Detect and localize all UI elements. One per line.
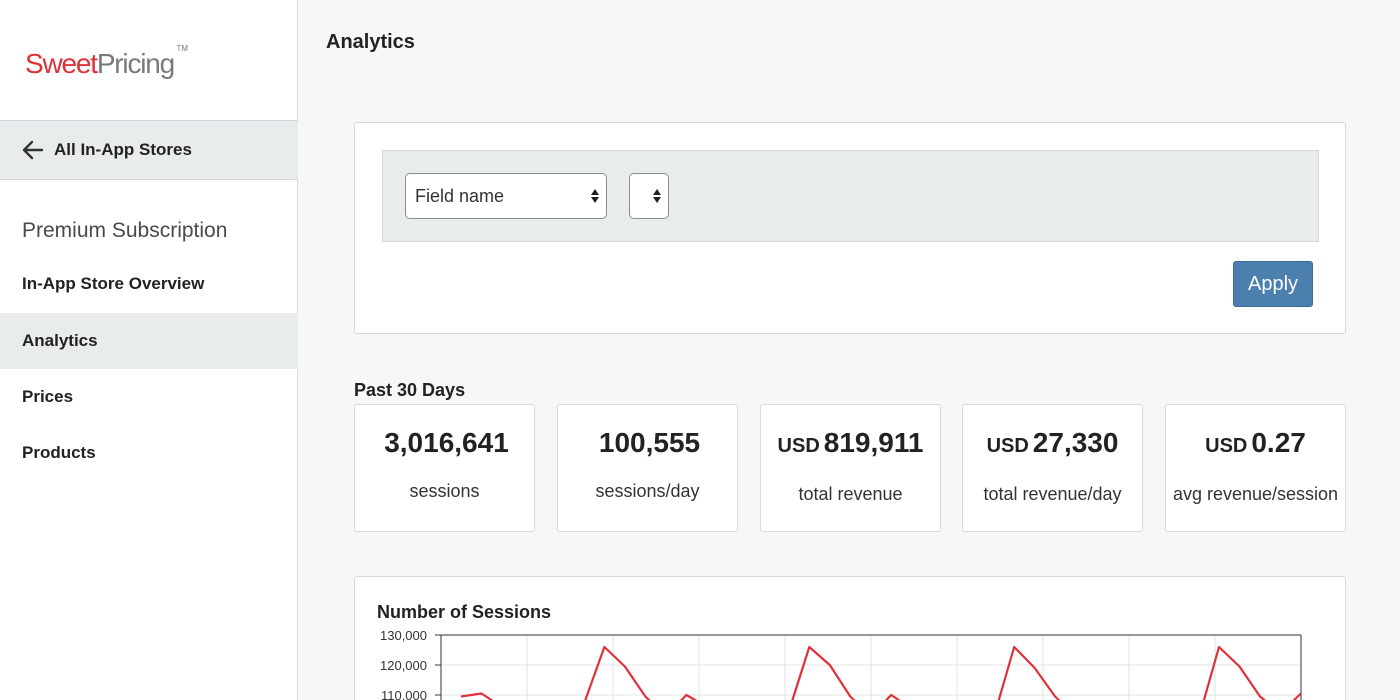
period-label: Past 30 Days — [354, 380, 466, 400]
stat-value: 3,016,641 — [355, 427, 534, 459]
select-arrows-icon — [653, 189, 661, 203]
stat-label: total revenue/day — [983, 484, 1122, 504]
nav-item-prices[interactable]: Prices — [22, 387, 74, 406]
stat-label: total revenue — [798, 484, 903, 504]
sessions-chart-card: Number of Sessions 130,000 120,000 110,000 — [354, 576, 1346, 700]
stat-number: 0.27 — [1251, 427, 1306, 458]
chart-title: Number of Sessions — [377, 602, 552, 622]
stat-currency: USD — [1205, 435, 1248, 457]
stat-value: USD 27,330 — [963, 427, 1142, 459]
stat-value: 100,555 — [558, 427, 737, 459]
logo-word-pricing: Pricing — [96, 48, 175, 79]
trademark-mark: TM — [176, 44, 189, 53]
sessions-series-line — [460, 645, 1302, 700]
nav-item-products[interactable]: Products — [22, 443, 96, 462]
stat-label: sessions/day — [595, 481, 700, 501]
nav-item-analytics[interactable]: Analytics — [0, 313, 298, 369]
sessions-line-chart: 130,000 120,000 110,000 — [380, 628, 1302, 700]
stat-card-sessions-per-day: 100,555 sessions/day — [557, 404, 738, 532]
back-to-all-stores-link[interactable]: All In-App Stores — [0, 120, 298, 180]
nav-item-in-app-store-overview[interactable]: In-App Store Overview — [22, 274, 205, 293]
stat-value: USD 0.27 — [1166, 427, 1345, 459]
arrow-left-icon — [22, 140, 44, 160]
stat-number: 100,555 — [598, 427, 701, 458]
stat-number: 3,016,641 — [384, 427, 509, 458]
apply-button[interactable]: Apply — [1233, 261, 1313, 307]
brand-logo[interactable]: SweetPricing TM — [25, 44, 188, 88]
back-link-label: All In-App Stores — [54, 140, 192, 159]
stat-card-sessions: 3,016,641 sessions — [354, 404, 535, 532]
stat-card-total-revenue: USD 819,911 total revenue — [760, 404, 941, 532]
page-title: Analytics — [326, 31, 415, 53]
stat-currency: USD — [986, 435, 1029, 457]
stat-number: 819,911 — [823, 427, 924, 458]
operator-select[interactable] — [629, 173, 669, 219]
sidebar: SweetPricing TM All In-App Stores Premiu… — [0, 0, 298, 700]
y-tick-label: 110,000 — [381, 688, 427, 700]
stat-currency: USD — [777, 435, 820, 457]
logo-word-sweet: Sweet — [25, 48, 98, 79]
stat-card-revenue-per-day: USD 27,330 total revenue/day — [962, 404, 1143, 532]
y-tick-label: 130,000 — [380, 628, 427, 643]
select-arrows-icon — [591, 189, 599, 203]
stat-value: USD 819,911 — [761, 427, 940, 459]
store-section-title: Premium Subscription — [22, 219, 228, 242]
filter-row: Field name — [382, 150, 1319, 242]
filter-panel: Field name Apply — [354, 122, 1346, 334]
field-name-select[interactable]: Field name — [405, 173, 607, 219]
stat-label: avg revenue/session — [1172, 484, 1339, 504]
field-name-select-value: Field name — [415, 185, 505, 206]
y-tick-label: 120,000 — [380, 658, 427, 673]
stat-number: 27,330 — [1032, 427, 1119, 458]
stat-card-avg-revenue-per-session: USD 0.27 avg revenue/session — [1165, 404, 1346, 532]
stat-label: sessions — [409, 481, 480, 501]
